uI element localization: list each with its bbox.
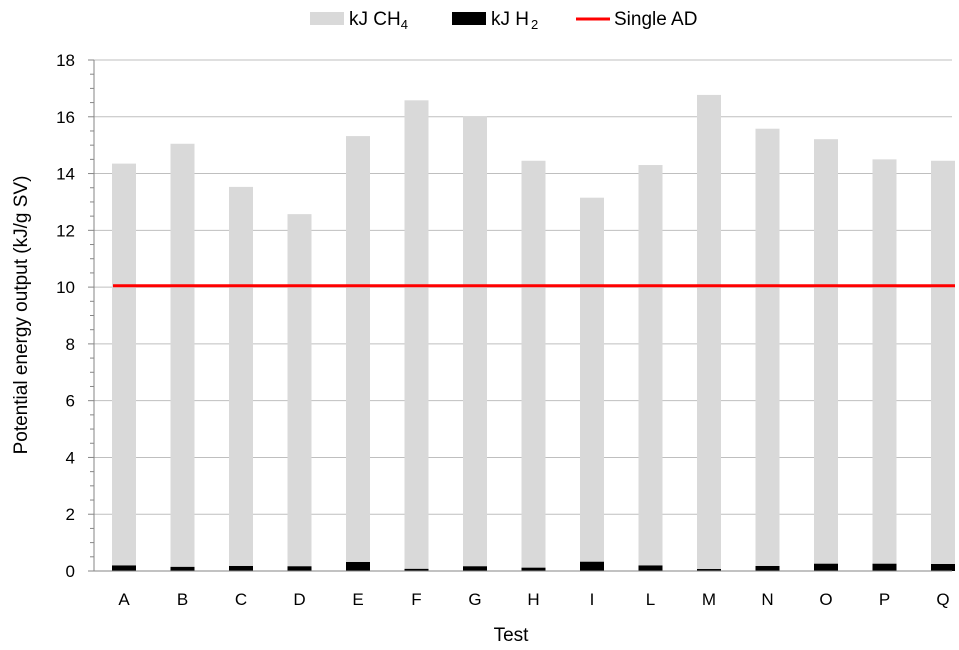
x-tick-label-I: I (590, 590, 595, 609)
x-tick-label-N: N (761, 590, 773, 609)
bars (112, 94, 955, 571)
legend-swatch-h2 (452, 12, 486, 25)
bar-h2-L (638, 565, 663, 571)
axes (88, 59, 952, 572)
x-tick-label-P: P (879, 590, 890, 609)
y-axis-title: Potential energy output (kJ/g SV) (11, 176, 32, 455)
bar-ch4-N (755, 128, 780, 566)
bar-ch4-Q (931, 160, 955, 564)
x-tick-label-C: C (235, 590, 247, 609)
x-tick-label-E: E (352, 590, 363, 609)
bar-h2-Q (931, 563, 955, 571)
x-tick-label-H: H (527, 590, 539, 609)
bar-ch4-O (814, 139, 838, 564)
bar-h2-D (287, 566, 312, 571)
bar-h2-O (814, 563, 838, 571)
bar-ch4-C (229, 186, 253, 566)
y-tick-label-4: 4 (66, 448, 75, 467)
y-tick-label-0: 0 (66, 562, 75, 581)
bar-h2-B (170, 566, 195, 571)
bar-ch4-D (287, 214, 312, 567)
x-tick-label-B: B (177, 590, 188, 609)
bar-h2-F (404, 568, 429, 571)
bar-h2-N (755, 565, 780, 571)
bar-ch4-I (580, 197, 604, 562)
bar-ch4-G (463, 116, 487, 567)
y-tick-label-14: 14 (56, 165, 75, 184)
x-tick-label-A: A (118, 590, 130, 609)
bar-h2-H (521, 567, 546, 571)
bar-ch4-F (404, 100, 429, 569)
x-tick-label-L: L (646, 590, 655, 609)
bar-h2-M (697, 569, 721, 571)
x-tick-label-Q: Q (936, 590, 949, 609)
bar-ch4-P (872, 159, 897, 564)
y-tick-label-12: 12 (56, 221, 75, 240)
bar-ch4-L (638, 165, 663, 566)
x-tick-label-O: O (819, 590, 832, 609)
bar-h2-P (872, 563, 897, 571)
bar-ch4-H (521, 160, 546, 568)
bar-h2-A (112, 565, 136, 571)
bar-h2-I (580, 561, 604, 571)
bar-h2-G (463, 566, 487, 571)
legend-label-ch4: kJ CH4 (349, 9, 408, 32)
y-tick-labels: 0 2 4 6 8 10 12 14 16 18 (56, 51, 75, 581)
legend-swatch-ch4 (310, 12, 344, 25)
y-tick-label-18: 18 (56, 51, 75, 70)
bar-ch4-M (697, 94, 721, 570)
x-axis-title: Test (494, 625, 530, 646)
bar-h2-E (346, 561, 370, 571)
bar-ch4-B (170, 143, 195, 567)
x-tick-label-D: D (293, 590, 305, 609)
x-tick-label-M: M (702, 590, 716, 609)
y-tick-label-10: 10 (56, 278, 75, 297)
bar-ch4-E (346, 136, 370, 562)
bar-h2-C (229, 565, 253, 571)
x-tick-label-F: F (411, 590, 421, 609)
bar-ch4-A (112, 163, 136, 566)
y-tick-label-6: 6 (66, 392, 75, 411)
legend-label-single-ad: Single AD (614, 9, 697, 30)
y-tick-label-2: 2 (66, 505, 75, 524)
y-tick-label-8: 8 (66, 335, 75, 354)
x-tick-label-G: G (468, 590, 481, 609)
y-tick-label-16: 16 (56, 108, 75, 127)
